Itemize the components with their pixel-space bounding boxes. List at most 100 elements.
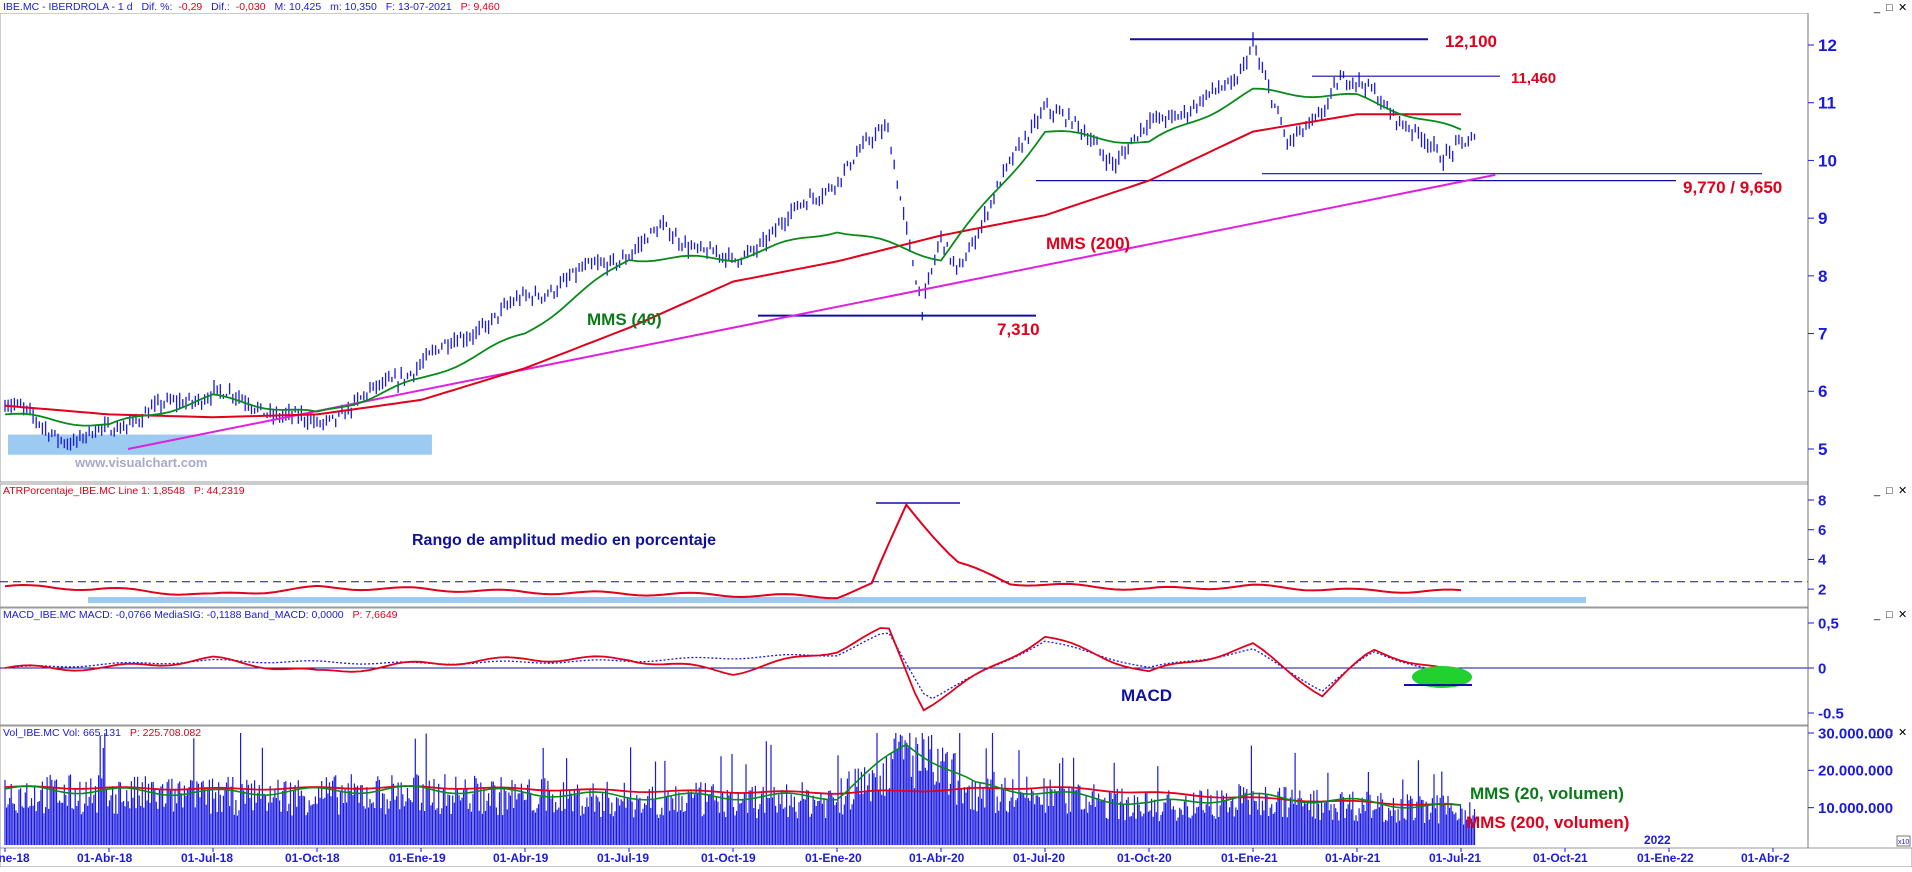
vol-window-controls: _ □ ✕	[1873, 727, 1907, 739]
header-price: P: 9,460	[461, 1, 500, 13]
year-marker: 2022	[1644, 833, 1671, 847]
price-tick: 7	[1818, 325, 1827, 344]
x-tick-label: 01-Jul-18	[181, 851, 233, 865]
window-controls: _ □ ✕ _ □ ✕ _ □ ✕ _ □ ✕	[1873, 2, 1907, 739]
support-zone	[8, 434, 432, 455]
label-macd: MACD	[1121, 686, 1172, 705]
vol-mms20-line	[4, 743, 1462, 809]
price-tick: 6	[1818, 382, 1827, 401]
atr-zone	[88, 597, 1586, 603]
x-tick-label: 01-Oct-19	[701, 851, 756, 865]
atr-header-label: ATRPorcentaje_IBE.MC Line 1: 1,8548	[3, 485, 185, 497]
close-icon[interactable]: ✕	[1898, 485, 1907, 497]
header-min: m: 10,350	[330, 1, 377, 13]
label-12100: 12,100	[1445, 32, 1497, 51]
label-9770-9650: 9,770 / 9,650	[1683, 178, 1782, 197]
atr-header: ATRPorcentaje_IBE.MC Line 1: 1,8548 P: 4…	[3, 485, 245, 497]
vol-tick: 30.000.000	[1818, 725, 1893, 742]
atr-tick: 2	[1818, 581, 1826, 598]
macd-tick: 0	[1818, 660, 1826, 677]
macd-header-p: P: 7,6649	[353, 609, 398, 621]
price-tick: 11	[1818, 94, 1836, 113]
main-header: IBE.MC - IBERDROLA - 1 d Dif. %: -0,29 D…	[0, 0, 1912, 13]
vol-tick: 20.000.000	[1818, 763, 1893, 780]
vol-header-label: Vol_IBE.MC Vol: 665.131	[3, 727, 121, 739]
restore-icon[interactable]: □	[1886, 727, 1893, 739]
scale-marker: x10	[1898, 839, 1909, 846]
label-mms200: MMS (200)	[1046, 234, 1130, 253]
svg-text:IBE.MC - IBERDROLA - 1 d: IBE.MC - IBERDROLA - 1 d Dif. %: -0,29 D…	[3, 1, 500, 13]
price-tick: 8	[1818, 267, 1827, 286]
x-tick-label: 01-Abr-18	[77, 851, 133, 865]
x-tick-label: 01-Ene-22	[1637, 851, 1694, 865]
x-tick-label: 01-Jul-19	[597, 851, 649, 865]
header-dif-pct-label: Dif. %:	[141, 1, 172, 13]
price-tick: 5	[1818, 440, 1827, 459]
header-date: F: 13-07-2021	[386, 1, 452, 13]
minimize-icon[interactable]: _	[1873, 485, 1881, 497]
axes-layer: 5 6 7 8 9 10 11 12 2 4 6 8 0,5 0 -0.5 10.000.000 20.000.…	[1807, 13, 1893, 848]
x-tick-label: 01-Jul-20	[1013, 851, 1065, 865]
restore-icon[interactable]: □	[1886, 485, 1893, 497]
label-vol-mms20: MMS (20, volumen)	[1470, 784, 1624, 803]
x-tick-label: 01-Abr-20	[909, 851, 965, 865]
volume-bars	[4, 733, 1476, 845]
header-symbol: IBE.MC - IBERDROLA - 1 d	[3, 1, 133, 13]
x-tick-label: 01-Abr-21	[1325, 851, 1381, 865]
x-tick-label: 01-Abr-2	[1741, 851, 1790, 865]
x-tick-label: 01-Ene-21	[1221, 851, 1278, 865]
header-dif: -0,030	[236, 1, 266, 13]
close-icon[interactable]: ✕	[1898, 609, 1907, 621]
price-tick: 9	[1818, 209, 1827, 228]
close-icon[interactable]: ✕	[1898, 727, 1907, 739]
minimize-icon[interactable]: _	[1873, 609, 1881, 621]
label-vol-mms200: MMS (200, volumen)	[1466, 813, 1629, 832]
label-11460: 11,460	[1511, 70, 1556, 87]
vol-header-p: P: 225.708.082	[130, 727, 201, 739]
atr-tick: 6	[1818, 522, 1826, 539]
vol-tick: 10.000.000	[1818, 800, 1893, 817]
x-tick-label: 01-Oct-18	[285, 851, 340, 865]
macd-tick: 0,5	[1818, 615, 1839, 632]
x-tick-label: 01-Oct-20	[1117, 851, 1172, 865]
mms40-line	[4, 87, 1462, 427]
label-atr-text: Rango de amplitud medio en porcentaje	[412, 532, 716, 549]
macd-highlight	[1412, 666, 1472, 688]
restore-icon[interactable]: □	[1886, 2, 1893, 14]
macd-window-controls: _ □ ✕	[1873, 609, 1907, 621]
vol-header: Vol_IBE.MC Vol: 665.131 P: 225.708.082	[3, 727, 201, 739]
volume-bars-layer	[4, 733, 1476, 845]
header-max: M: 10,425	[274, 1, 321, 13]
header-dif-label: Dif.:	[211, 1, 230, 13]
minimize-icon[interactable]: _	[1873, 727, 1881, 739]
label-7310: 7,310	[997, 320, 1040, 339]
restore-icon[interactable]: □	[1886, 609, 1893, 621]
x-tick-label: 01-Oct-21	[1533, 851, 1588, 865]
minimize-icon[interactable]: _	[1873, 2, 1881, 14]
price-tick: 10	[1818, 151, 1837, 170]
atr-tick: 8	[1818, 492, 1826, 509]
x-tick-label: 01-Ene-20	[805, 851, 862, 865]
x-tick-label: 01-Ene-19	[389, 851, 446, 865]
close-icon[interactable]: ✕	[1898, 2, 1907, 14]
atr-window-controls: _ □ ✕	[1873, 485, 1907, 497]
macd-header-label: MACD_IBE.MC MACD: -0,0766 MediaSIG: -0,1…	[3, 609, 344, 621]
scale-marker-box	[1896, 835, 1911, 847]
macd-line	[4, 627, 1462, 712]
macd-header: MACD_IBE.MC MACD: -0,0766 MediaSIG: -0,1…	[3, 609, 398, 621]
atr-header-p: P: 44,2319	[194, 485, 245, 497]
macd-signal-line	[4, 632, 1462, 700]
vol-mms200-line	[4, 785, 1462, 806]
x-tick-label: 01-Ene-18	[0, 851, 30, 865]
mms200-line	[4, 113, 1461, 419]
support-zone-layer	[8, 434, 1586, 603]
x-tick-label: 01-Jul-21	[1429, 851, 1481, 865]
x-tick-label: 01-Abr-19	[493, 851, 549, 865]
header-dif-pct: -0,29	[178, 1, 202, 13]
x-axis: 01-Ene-18 01-Abr-18 01-Jul-18 01-Oct-18 01-E…	[0, 848, 1790, 865]
price-tick: 12	[1818, 36, 1837, 55]
annotations: 12,100 11,460 9,770 / 9,650 7,310 MMS (2…	[412, 32, 1782, 832]
indicator-lines-layer	[0, 38, 1808, 809]
main-window-controls: _ □ ✕	[1873, 2, 1907, 14]
